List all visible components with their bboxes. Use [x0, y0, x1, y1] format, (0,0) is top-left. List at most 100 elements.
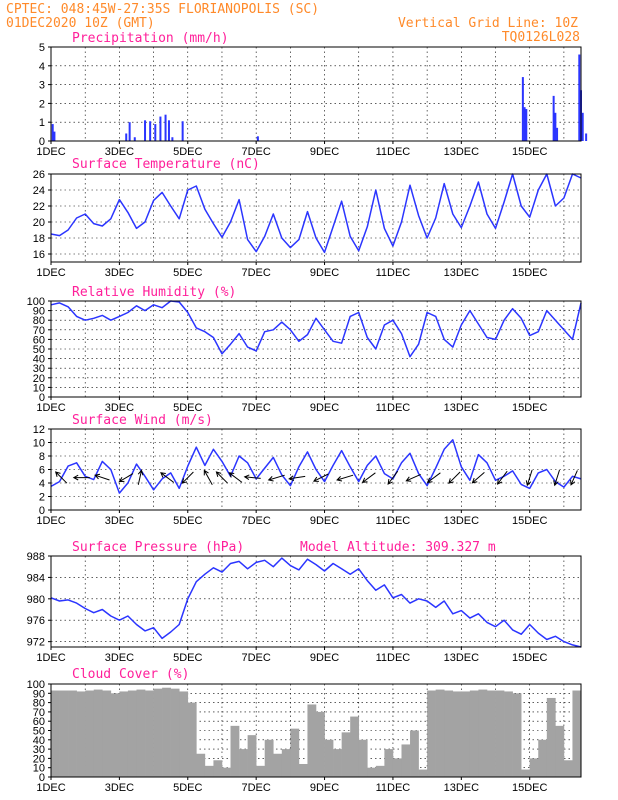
cloud-cover-xtick-label: 5DEC — [173, 782, 202, 794]
precipitation-bar — [171, 137, 174, 141]
cloud-cover-column — [410, 730, 419, 777]
humidity-xtick-label: 15DEC — [512, 402, 548, 414]
pressure-ytick-label: 988 — [27, 551, 45, 563]
precipitation-ytick-label: 5 — [39, 42, 45, 54]
cloud-cover-column — [85, 690, 95, 777]
humidity-ytick-label: 50 — [33, 344, 45, 356]
cloud-cover-column — [401, 744, 411, 777]
cloud-cover-column — [230, 725, 240, 777]
precipitation-bar — [164, 114, 167, 141]
temperature-xtick-label: 13DEC — [444, 267, 480, 279]
pressure-xtick-label: 7DEC — [241, 652, 270, 664]
pressure-xtick-label: 1DEC — [36, 652, 65, 664]
cloud-cover-ytick-label: 30 — [33, 744, 45, 756]
cloud-cover-ytick-label: 100 — [27, 679, 45, 691]
wind-ytick-label: 8 — [39, 451, 45, 463]
cloud-cover-ytick-label: 80 — [33, 698, 45, 710]
precipitation-xtick-label: 11DEC — [376, 146, 411, 158]
wind-direction-arrow — [54, 471, 68, 484]
cloud-cover-xtick-label: 1DEC — [36, 782, 65, 794]
precipitation-frame — [50, 46, 582, 142]
pressure-title: Surface Pressure (hPa) — [72, 540, 244, 555]
temperature-xtick-label: 5DEC — [173, 267, 202, 279]
precipitation-bar — [585, 133, 588, 141]
precipitation-bar — [554, 112, 557, 141]
temperature-ytick-label: 26 — [33, 169, 45, 181]
pressure-xtick-label: 11DEC — [376, 652, 411, 664]
wind-title: Surface Wind (m/s) — [72, 413, 213, 428]
precipitation-bar — [154, 124, 157, 141]
cloud-cover-column — [392, 758, 402, 777]
wind-xtick-label: 1DEC — [36, 515, 65, 527]
humidity-ytick-label: 100 — [27, 296, 45, 308]
temperature-frame — [50, 173, 582, 263]
humidity-ytick-label: 70 — [33, 325, 45, 337]
cloud-cover-column — [290, 728, 300, 777]
wind-direction-arrow — [525, 469, 533, 487]
cloud-cover-column — [256, 765, 266, 777]
wind-xtick-label: 9DEC — [310, 515, 339, 527]
cloud-cover-column — [427, 690, 436, 777]
humidity-ytick-label: 10 — [33, 382, 45, 394]
precipitation-xtick-label: 15DEC — [512, 146, 548, 158]
cloud-cover-column — [273, 753, 283, 777]
precipitation-bar — [552, 95, 555, 141]
cloud-cover-column — [187, 702, 197, 777]
cloud-cover-frame — [50, 683, 582, 778]
pressure-xtick-label: 5DEC — [173, 652, 202, 664]
temperature-xtick-label: 1DEC — [36, 267, 65, 279]
cloud-cover-column — [555, 725, 565, 777]
humidity-title: Relative Humidity (%) — [72, 285, 236, 300]
wind-direction-arrow — [243, 474, 261, 481]
precipitation-ytick-label: 1 — [39, 117, 45, 129]
wind-ytick-label: 10 — [33, 438, 45, 450]
cloud-cover-column — [213, 760, 223, 777]
precipitation-bar — [578, 54, 581, 141]
cloud-cover-column — [145, 690, 154, 777]
precipitation-xtick-label: 9DEC — [310, 146, 339, 158]
precipitation-bar — [556, 127, 559, 141]
cloud-cover-column — [110, 693, 120, 777]
precipitation-ytick-label: 0 — [39, 136, 45, 148]
wind-direction-arrow — [387, 470, 399, 485]
cloud-cover-ytick-label: 0 — [39, 772, 45, 784]
precipitation-bar — [256, 136, 259, 141]
cloud-cover-column — [51, 690, 60, 777]
cloud-cover-column — [504, 691, 513, 777]
cloud-cover-column — [162, 687, 171, 777]
precipitation-bar — [167, 120, 170, 141]
wind-xtick-label: 5DEC — [173, 515, 202, 527]
cloud-cover-column — [529, 758, 539, 777]
pressure-ytick-label: 976 — [27, 615, 45, 627]
wind-direction-arrow — [228, 472, 243, 483]
temperature-ytick-label: 20 — [33, 217, 45, 229]
precipitation-xtick-label: 7DEC — [241, 146, 270, 158]
cloud-cover-column — [358, 739, 368, 777]
humidity-ytick-label: 20 — [33, 373, 45, 385]
cloud-cover-ytick-label: 40 — [33, 735, 45, 747]
header-location: CPTEC: 048:45W-27:35S FLORIANOPOLIS (SC) — [6, 2, 319, 17]
header-grid-line: Vertical Grid Line: 10Z — [398, 16, 578, 31]
precipitation-title: Precipitation (mm/h) — [72, 31, 229, 46]
wind-xtick-label: 3DEC — [105, 515, 134, 527]
precipitation-bar — [181, 121, 184, 141]
humidity-xtick-label: 1DEC — [36, 402, 65, 414]
temperature-ytick-label: 18 — [33, 233, 45, 245]
wind-direction-arrow — [137, 469, 144, 485]
cloud-cover-column — [375, 765, 385, 777]
pressure-xtick-label: 13DEC — [444, 652, 480, 664]
cloud-cover-column — [102, 690, 112, 777]
wind-panel: Surface Wind (m/s) 02 46 810 12 1DEC 3DEC 5DEC… — [33, 413, 582, 527]
cloud-cover-column — [444, 690, 454, 777]
cloud-cover-column — [350, 716, 360, 777]
wind-direction-arrow — [553, 469, 560, 487]
cloud-cover-column — [563, 760, 573, 777]
cloud-cover-ytick-label: 90 — [33, 688, 45, 700]
wind-direction-arrow — [448, 471, 461, 484]
precipitation-xtick-label: 13DEC — [444, 146, 480, 158]
humidity-line — [50, 300, 582, 358]
wind-ytick-label: 6 — [39, 465, 45, 477]
cloud-cover-column — [307, 704, 317, 777]
cloud-cover-ytick-label: 20 — [33, 753, 45, 765]
